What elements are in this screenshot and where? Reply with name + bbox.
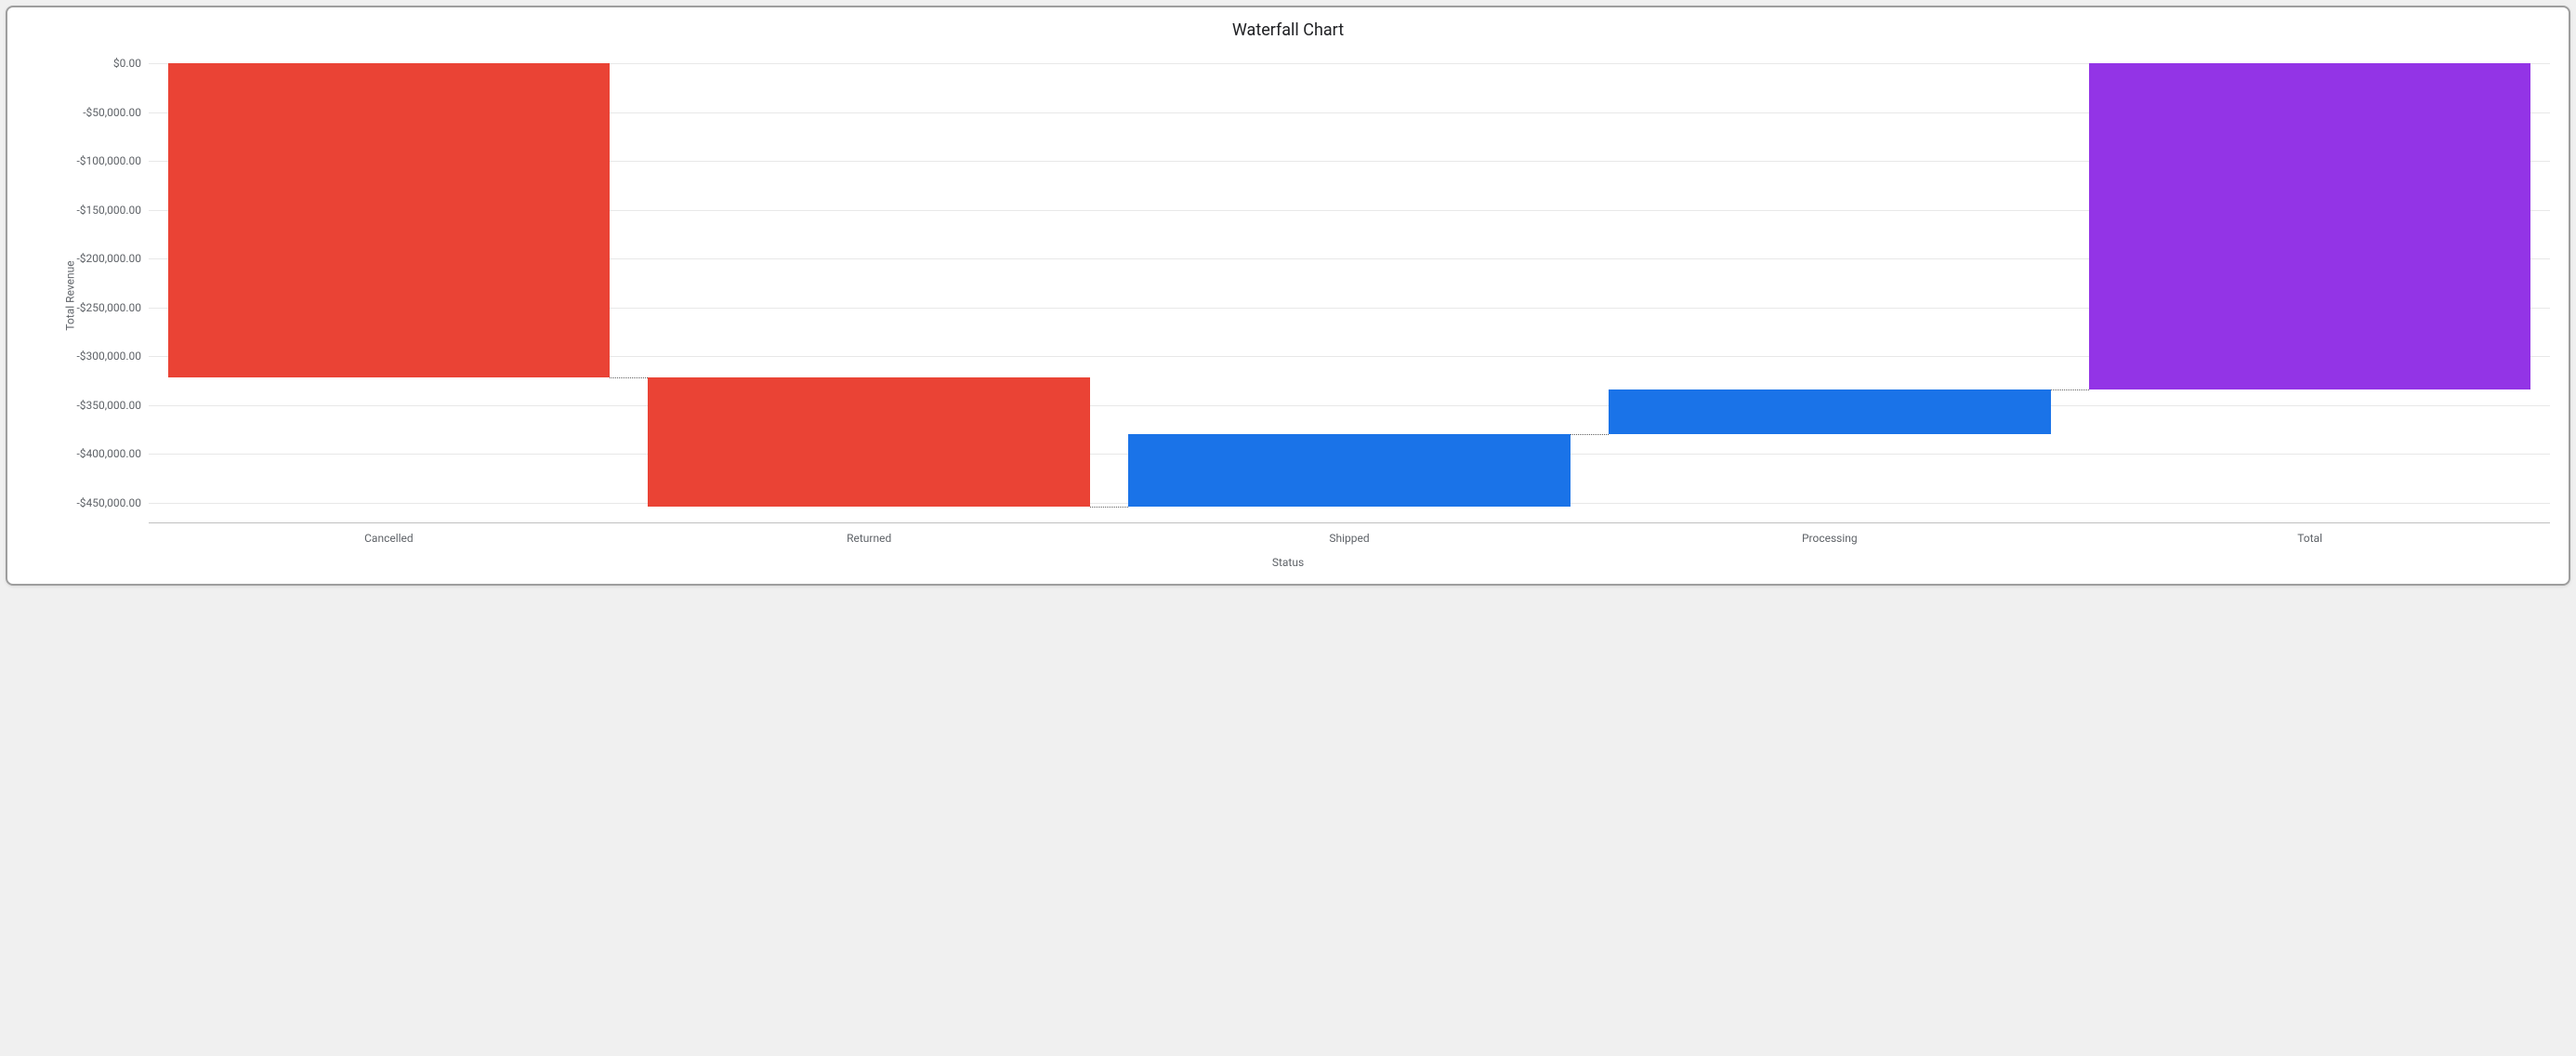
- y-tick-label: -$400,000.00: [76, 447, 141, 460]
- y-axis-title: Total Revenue: [64, 260, 77, 330]
- plot-area: $0.00-$50,000.00-$100,000.00-$150,000.00…: [149, 63, 2550, 522]
- y-tick-label: -$450,000.00: [76, 496, 141, 509]
- chart-area: $0.00-$50,000.00-$100,000.00-$150,000.00…: [149, 56, 2550, 522]
- x-tick-label: Cancelled: [364, 532, 414, 545]
- gridline: [149, 405, 2550, 406]
- waterfall-connector: [1090, 507, 1128, 508]
- y-tick-label: -$300,000.00: [76, 350, 141, 363]
- waterfall-bar-shipped: [1128, 434, 1570, 507]
- waterfall-bar-cancelled: [168, 63, 610, 377]
- x-tick-label: Total: [2297, 532, 2322, 545]
- waterfall-bar-returned: [648, 377, 1089, 507]
- y-tick-label: -$50,000.00: [83, 106, 141, 119]
- y-tick-label: $0.00: [113, 57, 141, 70]
- x-tick-label: Shipped: [1329, 532, 1369, 545]
- waterfall-connector: [610, 377, 648, 378]
- waterfall-bar-processing: [1609, 389, 2050, 434]
- y-tick-label: -$100,000.00: [76, 154, 141, 167]
- waterfall-connector: [1571, 434, 1609, 435]
- waterfall-connector: [2051, 389, 2089, 390]
- y-tick-label: -$350,000.00: [76, 399, 141, 412]
- x-tick-label: Processing: [1802, 532, 1858, 545]
- waterfall-bar-total: [2089, 63, 2530, 389]
- x-axis-title: Status: [1272, 556, 1304, 569]
- x-axis-baseline: [149, 522, 2550, 523]
- y-tick-label: -$250,000.00: [76, 301, 141, 314]
- y-tick-label: -$150,000.00: [76, 204, 141, 217]
- x-tick-label: Returned: [847, 532, 891, 545]
- y-tick-label: -$200,000.00: [76, 252, 141, 265]
- waterfall-chart-container: Waterfall Chart Total Revenue $0.00-$50,…: [6, 6, 2570, 586]
- chart-title: Waterfall Chart: [7, 7, 2569, 40]
